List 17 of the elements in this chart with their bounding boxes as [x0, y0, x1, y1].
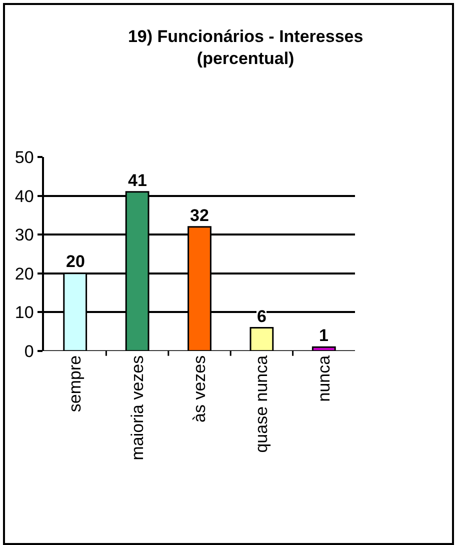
y-tick-label: 50: [14, 148, 34, 167]
data-label: 1: [319, 326, 328, 345]
y-tick-label: 30: [14, 226, 34, 245]
data-label: 32: [190, 206, 209, 225]
y-tick-label: 20: [14, 264, 34, 284]
x-tick-label: nunca: [314, 354, 334, 402]
x-tick-label: maioria vezes: [128, 355, 147, 460]
chart-title: 19) Funcionários - Interesses (percentual): [128, 27, 364, 68]
data-label: 41: [128, 171, 147, 190]
y-tick-label: 40: [14, 186, 34, 206]
x-tick-label: quase nunca: [252, 354, 272, 453]
data-label: 6: [257, 307, 266, 326]
y-tick-label: 10: [14, 303, 34, 322]
x-tick-label: às vezes: [190, 355, 210, 422]
x-tick-label: sempre: [66, 355, 85, 412]
data-label: 20: [66, 252, 85, 271]
y-tick-label: 0: [24, 342, 34, 361]
